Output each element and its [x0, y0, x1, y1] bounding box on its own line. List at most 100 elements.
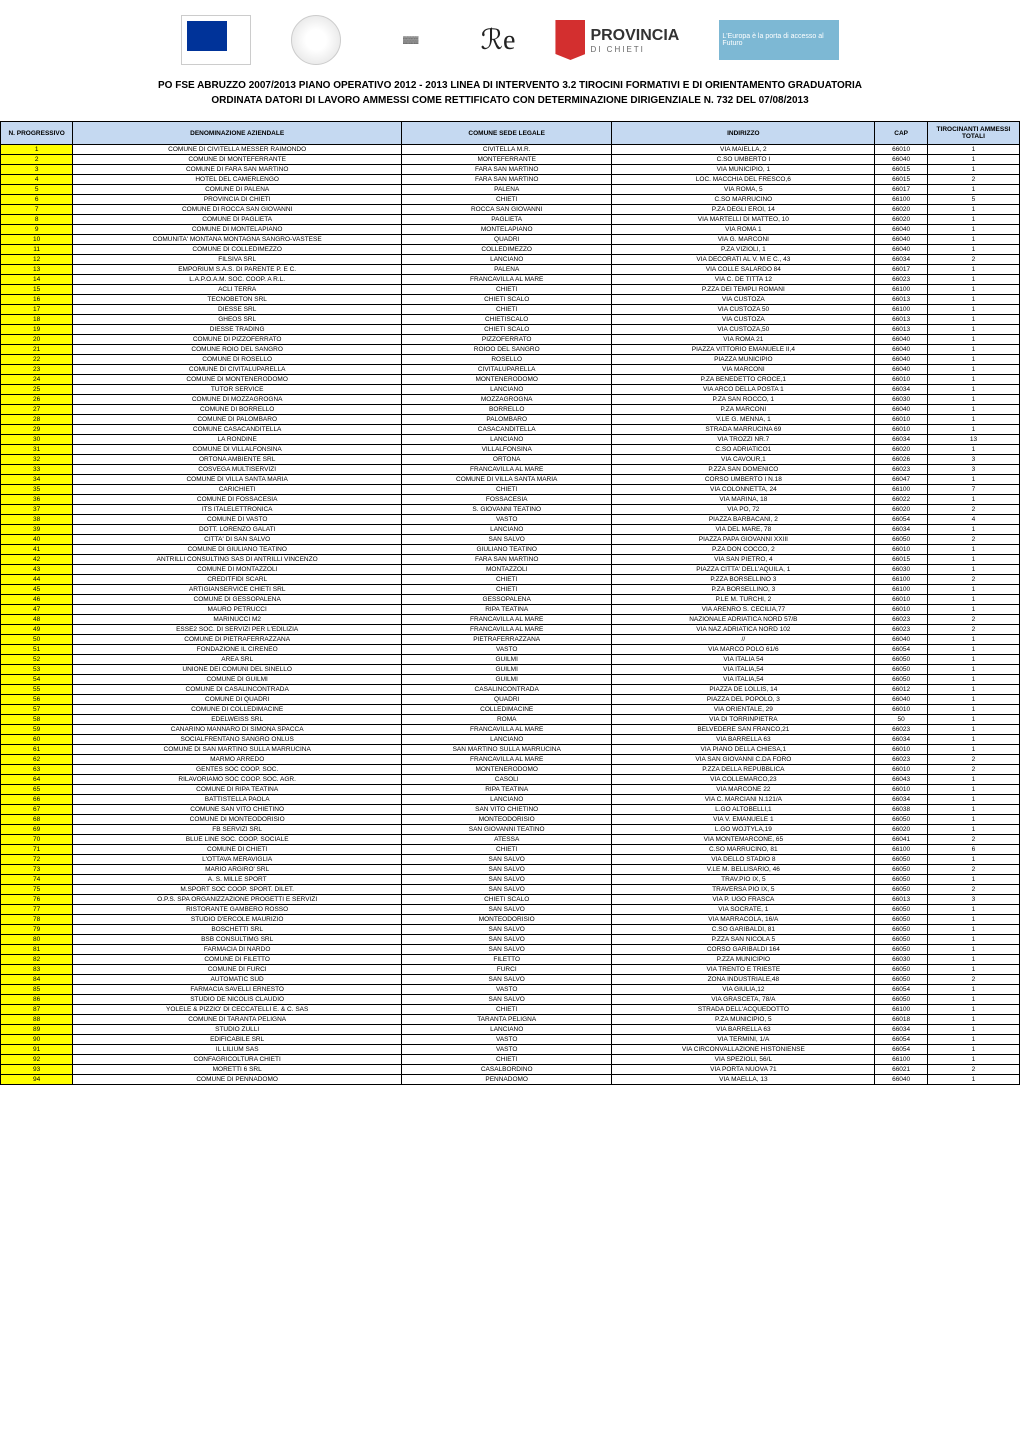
cell-tiro: 1 — [927, 445, 1019, 455]
cell-indir: P.LE M. TURCHI, 2 — [612, 595, 875, 605]
cell-cap: 66047 — [875, 475, 928, 485]
cell-indir: VIA SPEZIOLI, 56/L — [612, 1055, 875, 1065]
cell-denom: COMUNE DI QUADRI — [73, 695, 402, 705]
table-row: 62MARMO ARREDOFRANCAVILLA AL MAREVIA SAN… — [1, 755, 1020, 765]
cell-denom: BATTISTELLA PAOLA — [73, 795, 402, 805]
cell-comune: VASTO — [402, 985, 612, 995]
table-row: 2COMUNE DI MONTEFERRANTEMONTEFERRANTEC.S… — [1, 155, 1020, 165]
logo-italy — [291, 15, 341, 65]
cell-tiro: 13 — [927, 435, 1019, 445]
table-row: 55COMUNE DI CASALINCONTRADACASALINCONTRA… — [1, 685, 1020, 695]
cell-denom: COMUNE DI MONTENERODOMO — [73, 375, 402, 385]
table-row: 89STUDIO ZULLILANCIANOVIA BARRELLA 63660… — [1, 1025, 1020, 1035]
cell-denom: EDIFICABILE SRL — [73, 1035, 402, 1045]
cell-indir: VIA GIULIA,12 — [612, 985, 875, 995]
cell-comune: FRANCAVILLA AL MARE — [402, 625, 612, 635]
table-row: 40CITTA' DI SAN SALVOSAN SALVOPIAZZA PAP… — [1, 535, 1020, 545]
cell-indir: L.GO ALTOBELLI,1 — [612, 805, 875, 815]
cell-denom: RILAVORIAMO SOC COOP. SOC. AGR. — [73, 775, 402, 785]
cell-tiro: 1 — [927, 715, 1019, 725]
table-row: 94COMUNE DI PENNADOMOPENNADOMOVIA MAELLA… — [1, 1075, 1020, 1085]
table-row: 75M.SPORT SOC COOP. SPORT. DILET.SAN SAL… — [1, 885, 1020, 895]
cell-n: 46 — [1, 595, 73, 605]
cell-denom: COMUNE DI FURCI — [73, 965, 402, 975]
cell-cap: 66100 — [875, 575, 928, 585]
header-tiro: TIROCINANTI AMMESSI TOTALI — [927, 122, 1019, 145]
table-row: 36COMUNE DI FOSSACESIAFOSSACESIAVIA MARI… — [1, 495, 1020, 505]
cell-indir: P.ZZA SAN NICOLA 5 — [612, 935, 875, 945]
cell-indir: VIA ARCO DELLA POSTA 1 — [612, 385, 875, 395]
cell-denom: COMUNE DI GIULIANO TEATINO — [73, 545, 402, 555]
logo-provincia: PROVINCIA DI CHIETI — [555, 15, 679, 65]
cell-n: 72 — [1, 855, 73, 865]
cell-tiro: 1 — [927, 385, 1019, 395]
cell-comune: FILETTO — [402, 955, 612, 965]
cell-indir: VIA DELLO STADIO 8 — [612, 855, 875, 865]
cell-cap: 66050 — [875, 905, 928, 915]
cell-tiro: 1 — [927, 795, 1019, 805]
cell-comune: SAN SALVO — [402, 885, 612, 895]
cell-indir: VIA P. UGO FRASCA — [612, 895, 875, 905]
cell-cap: 66017 — [875, 265, 928, 275]
cell-denom: COMUNE DI ROSELLO — [73, 355, 402, 365]
cell-n: 47 — [1, 605, 73, 615]
cell-denom: A. S. MILLE SPORT — [73, 875, 402, 885]
cell-denom: FILSIVA SRL — [73, 255, 402, 265]
cell-n: 45 — [1, 585, 73, 595]
cell-cap: 66015 — [875, 165, 928, 175]
cell-indir: VIA DI TORRINPIETRA — [612, 715, 875, 725]
cell-comune: CHIETI — [402, 585, 612, 595]
cell-tiro: 1 — [927, 405, 1019, 415]
cell-tiro: 2 — [927, 765, 1019, 775]
cell-comune: FURCI — [402, 965, 612, 975]
cell-comune: CHIETI — [402, 195, 612, 205]
cell-denom: COMUNE DI PENNADOMO — [73, 1075, 402, 1085]
cell-indir: C.SO MARRUCINO, 81 — [612, 845, 875, 855]
cell-cap: 66020 — [875, 505, 928, 515]
cell-tiro: 2 — [927, 535, 1019, 545]
cell-comune: ATESSA — [402, 835, 612, 845]
table-row: 59CANARINO MANNARO DI SIMONA SPACCAFRANC… — [1, 725, 1020, 735]
cell-n: 50 — [1, 635, 73, 645]
cell-tiro: 1 — [927, 1025, 1019, 1035]
cell-indir: VIA PORTA NUOVA 71 — [612, 1065, 875, 1075]
cell-comune: COLLEDIMEZZO — [402, 245, 612, 255]
cell-tiro: 1 — [927, 985, 1019, 995]
header-logos: ▓▓▓ ℛe PROVINCIA DI CHIETI L'Europa è la… — [0, 0, 1020, 80]
table-row: 15ACLI TERRACHIETIP.ZZA DEI TEMPLI ROMAN… — [1, 285, 1020, 295]
cell-denom: COMUNE CASACANDITELLA — [73, 425, 402, 435]
cell-comune: COMUNE DI VILLA SANTA MARIA — [402, 475, 612, 485]
cell-n: 44 — [1, 575, 73, 585]
cell-comune: CHIETI — [402, 485, 612, 495]
table-row: 85FARMACIA SAVELLI ERNESTOVASTOVIA GIULI… — [1, 985, 1020, 995]
cell-n: 61 — [1, 745, 73, 755]
cell-tiro: 1 — [927, 1005, 1019, 1015]
cell-tiro: 2 — [927, 615, 1019, 625]
cell-n: 20 — [1, 335, 73, 345]
table-row: 34COMUNE DI VILLA SANTA MARIACOMUNE DI V… — [1, 475, 1020, 485]
cell-denom: CREDITFIDI SCARL — [73, 575, 402, 585]
cell-n: 22 — [1, 355, 73, 365]
cell-indir: VIA DEL MARE, 78 — [612, 525, 875, 535]
cell-n: 77 — [1, 905, 73, 915]
cell-comune: VASTO — [402, 645, 612, 655]
table-row: 45ARTIGIANSERVICE CHIETI SRLCHIETIP.ZA B… — [1, 585, 1020, 595]
cell-indir: VIA CUSTOZA — [612, 295, 875, 305]
cell-denom: COMUNE DI TARANTA PELIGNA — [73, 1015, 402, 1025]
cell-cap: 66040 — [875, 335, 928, 345]
cell-denom: MARINUCCI M2 — [73, 615, 402, 625]
cell-n: 41 — [1, 545, 73, 555]
cell-tiro: 1 — [927, 395, 1019, 405]
cell-indir: VIA CUSTOZA,50 — [612, 325, 875, 335]
cell-comune: FARA SAN MARTINO — [402, 175, 612, 185]
cell-indir: VIA MONTEMARCONE, 65 — [612, 835, 875, 845]
cell-indir: VIA BARRELLA 63 — [612, 1025, 875, 1035]
cell-denom: COMUNITA' MONTANA MONTAGNA SANGRO-VASTES… — [73, 235, 402, 245]
cell-cap: 66041 — [875, 835, 928, 845]
table-row: 90EDIFICABILE SRLVASTOVIA TERMINI, 1/A66… — [1, 1035, 1020, 1045]
cell-denom: IL LILIUM SAS — [73, 1045, 402, 1055]
cell-n: 4 — [1, 175, 73, 185]
cell-indir: PIAZZA BARBACANI, 2 — [612, 515, 875, 525]
cell-comune: LANCIANO — [402, 1025, 612, 1035]
cell-denom: COMUNE DI CIVITALUPARELLA — [73, 365, 402, 375]
